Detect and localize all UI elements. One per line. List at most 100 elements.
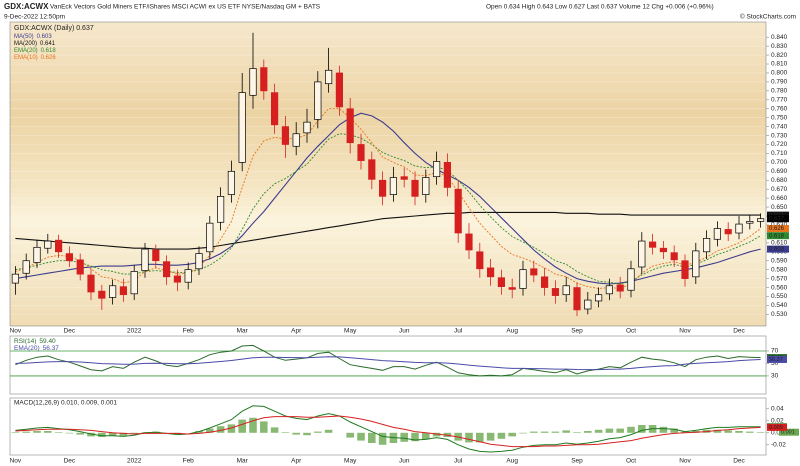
legend-name: EMA(10)	[14, 55, 38, 61]
histogram-bar	[540, 431, 549, 433]
candle-body	[271, 92, 279, 126]
candle-body	[368, 159, 376, 180]
histogram-bar	[411, 432, 419, 442]
y-tick-label: 0.650	[771, 204, 788, 211]
histogram-bar	[54, 432, 63, 433]
candle-body	[584, 299, 592, 310]
histogram-bar	[260, 421, 268, 433]
y-tick-label: 0.840	[771, 34, 788, 41]
candle-body	[541, 276, 549, 288]
histogram-bar	[108, 432, 117, 436]
candle-body	[119, 286, 127, 296]
candle-body	[389, 177, 397, 195]
candle-body	[281, 126, 289, 145]
candle-body	[638, 240, 646, 268]
y-tick-label: 0.560	[771, 284, 788, 291]
candle-body	[22, 260, 30, 274]
y-tick-label: 0.550	[771, 293, 788, 300]
value-box-label: 56.37	[769, 357, 783, 363]
candle-body	[238, 92, 246, 163]
histogram-bar	[346, 432, 354, 438]
candle-body	[141, 248, 149, 271]
x-tick-label: May	[344, 458, 357, 465]
candle-body	[357, 144, 365, 161]
x-tick-label: Mar	[237, 458, 249, 465]
x-tick-label: Oct	[626, 458, 636, 465]
candle-body	[735, 223, 743, 234]
legend-value: 0.603	[37, 34, 53, 40]
legend-title: GDX:ACWX (Daily) 0.637	[14, 25, 94, 32]
candle-body	[87, 274, 95, 293]
value-box-label: 0.001	[781, 430, 795, 436]
legend-entry: EMA(20) 0.618	[14, 48, 56, 54]
y-tick-label: 0.660	[771, 195, 788, 202]
x-tick-label: Aug	[506, 328, 518, 335]
candle-body	[616, 284, 624, 292]
legend-entry: MA(200) 0.641	[14, 41, 56, 47]
indicator-line	[15, 356, 761, 371]
value-box-label: 0.626	[769, 226, 785, 232]
histogram-bar	[314, 431, 322, 433]
candle-body	[109, 285, 117, 298]
histogram-bar	[292, 432, 300, 435]
value-box	[779, 428, 799, 436]
y-tick-label: 0.760	[771, 105, 788, 112]
histogram-bar	[324, 429, 333, 433]
y-tick-label: 0.800	[771, 70, 788, 77]
legend-value: 56.37	[43, 345, 60, 352]
y-tick-label: 0.750	[771, 114, 788, 121]
candle-body	[76, 259, 84, 275]
legend-value: 0.618	[41, 48, 57, 54]
legend-value: 0.641	[40, 41, 56, 47]
histogram-bar	[486, 432, 495, 441]
value-box	[767, 245, 789, 253]
candle-body	[65, 253, 73, 262]
value-box-label: 0.603	[769, 247, 785, 253]
candle-body	[152, 249, 160, 262]
candle-body	[314, 81, 322, 120]
x-tick-label: Dec	[64, 458, 76, 465]
y-tick-label: 50	[771, 360, 779, 367]
candle-body	[454, 188, 462, 234]
histogram-bar	[281, 432, 290, 433]
candle-body	[379, 179, 387, 197]
candle-body	[195, 253, 203, 270]
histogram-bar	[562, 430, 570, 433]
y-tick-label: 70	[771, 348, 779, 355]
candle-body	[659, 247, 667, 253]
histogram-bar	[270, 427, 279, 433]
histogram-bar	[44, 431, 52, 433]
histogram-bar	[551, 431, 560, 433]
candle-body	[184, 269, 192, 283]
chart-title: GDX:ACWX	[4, 2, 49, 11]
y-tick-label: 0.590	[771, 257, 788, 264]
candle-body	[400, 176, 408, 180]
date: 9-Dec-2022 12:50pm	[4, 14, 65, 21]
histogram-bar	[735, 431, 743, 433]
histogram-bar	[573, 432, 581, 433]
y-tick-label: 0.540	[771, 302, 788, 309]
x-tick-label: Nov	[10, 458, 22, 465]
candle-body	[551, 288, 559, 296]
x-tick-label: Dec	[733, 458, 745, 465]
y-tick-label: 0.610	[771, 240, 788, 247]
histogram-bar	[303, 432, 311, 436]
y-tick-label: 0.820	[771, 52, 788, 59]
legend-name: MA(200)	[14, 41, 37, 47]
chart-subtitle: VanEck Vectors Gold Miners ETF/iShares M…	[50, 4, 321, 11]
legend-entry: RSI(14) 59.40	[14, 338, 56, 345]
x-tick-label: Jun	[399, 458, 410, 465]
value-box	[767, 355, 787, 363]
value-box	[767, 225, 789, 233]
histogram-bar	[206, 428, 214, 433]
y-tick-label: 0.780	[771, 88, 788, 95]
y-tick-label: 0.530	[771, 311, 788, 318]
x-tick-label: Apr	[291, 328, 302, 335]
x-tick-label: Dec	[733, 328, 745, 335]
histogram-bar	[227, 424, 236, 433]
candle-body	[519, 269, 527, 289]
x-tick-label: Feb	[183, 458, 195, 465]
y-tick-label: 0.680	[771, 177, 788, 184]
histogram-bar	[216, 426, 225, 433]
histogram-bar	[530, 431, 538, 433]
